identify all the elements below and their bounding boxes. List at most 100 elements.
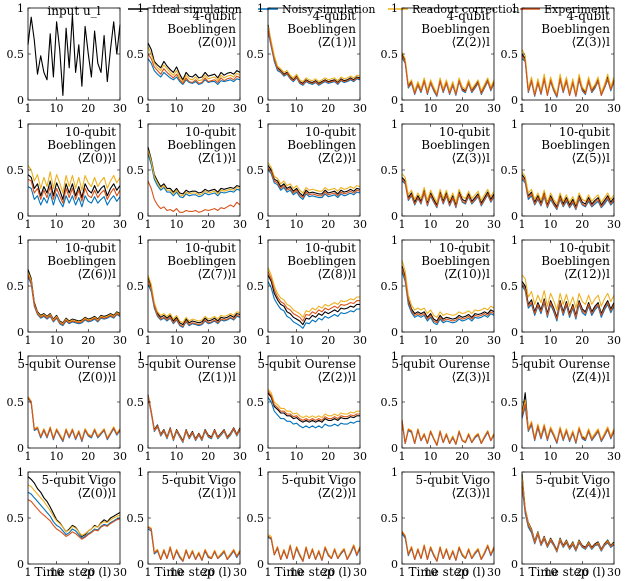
y-tick-label: 1 [137, 350, 144, 363]
y-tick-label: 1 [511, 466, 518, 479]
series-5v-0-0 [27, 476, 121, 537]
series-10b-1-2 [147, 149, 241, 197]
x-tick-label: 10 [424, 218, 438, 231]
series-10b-12-2 [521, 274, 615, 311]
panel-label-10b-0-1: Boeblingen [47, 138, 116, 152]
series-5v-2-3 [267, 535, 361, 562]
y-tick-label: 0 [17, 210, 24, 223]
legend-label-experiment: Experiment [544, 3, 610, 16]
x-tick-label: 10 [170, 334, 184, 347]
panel-label-10b-5-1: Boeblingen [541, 138, 610, 152]
x-tick-label: 1 [145, 566, 152, 579]
panel-label-10b-3-0: 10-qubit [439, 125, 490, 139]
panel-5v-3: 1 10 20 30 0 0.5 1 5-qubit Vigo⟨Z(3)⟩l [381, 466, 502, 579]
x-tick-label: 20 [321, 450, 335, 463]
series-5v-0-3 [27, 499, 121, 540]
x-tick-label: 30 [113, 102, 127, 115]
x-tick-label: 10 [544, 218, 558, 231]
x-tick-label: 1 [399, 102, 406, 115]
x-tick-label: 20 [455, 102, 469, 115]
y-tick-label: 0 [257, 94, 264, 107]
x-tick-label: 10 [544, 102, 558, 115]
x-tick-label: 20 [201, 566, 215, 579]
panel-label-input-0: input u_l [47, 4, 100, 18]
x-tick-label: 20 [455, 334, 469, 347]
y-tick-label: 0 [257, 442, 264, 455]
x-tick-label: 20 [81, 566, 95, 579]
panel-label-10b-2-2: ⟨Z(2)⟩l [317, 151, 356, 165]
x-axis-label-col-1: Time step (l) [35, 565, 112, 579]
series-10b-2-3 [267, 167, 361, 199]
x-tick-label: 10 [170, 450, 184, 463]
y-tick-label: 0 [257, 558, 264, 571]
series-10b-1-1 [147, 153, 241, 199]
series-5o-2-0 [267, 392, 360, 423]
x-tick-label: 30 [353, 218, 367, 231]
panel-label-10b-3-1: Boeblingen [421, 138, 490, 152]
x-tick-label: 10 [290, 102, 304, 115]
series-10b-7-1 [147, 283, 241, 328]
x-tick-label: 1 [265, 566, 272, 579]
y-tick-label: 1 [391, 2, 398, 15]
y-tick-label: 0 [17, 94, 24, 107]
panel-5v-2: 1 10 20 30 0 0.5 1 5-qubit Vigo⟨Z(2)⟩l [247, 466, 368, 579]
panel-label-10b-8-1: Boeblingen [287, 254, 356, 268]
x-tick-label: 10 [50, 566, 64, 579]
y-tick-label: 0 [391, 94, 398, 107]
x-tick-label: 10 [290, 566, 304, 579]
x-tick-label: 1 [25, 102, 32, 115]
panel-label-5v-4-0: 5-qubit Vigo [536, 473, 610, 487]
y-tick-label: 0 [17, 326, 24, 339]
series-10b-10-2 [401, 260, 495, 318]
y-tick-label: 1 [257, 234, 264, 247]
x-tick-label: 10 [50, 102, 64, 115]
panel-label-10b-6-1: Boeblingen [47, 254, 116, 268]
y-tick-label: 0.5 [381, 396, 399, 409]
panel-label-4b-0-2: ⟨Z(0)⟩l [197, 35, 236, 49]
x-tick-label: 1 [265, 102, 272, 115]
x-tick-label: 20 [575, 102, 589, 115]
x-tick-label: 20 [575, 566, 589, 579]
legend: Ideal simulation Noisy simulation Readou… [128, 3, 610, 16]
series-10b-3-2 [401, 173, 495, 203]
x-axis-label-col-2: Time step (l) [155, 565, 232, 579]
x-tick-label: 20 [321, 102, 335, 115]
panel-label-4b-1-1: Boeblingen [287, 22, 356, 36]
x-tick-label: 30 [607, 334, 621, 347]
x-tick-label: 30 [233, 450, 247, 463]
y-tick-label: 0.5 [501, 48, 519, 61]
x-tick-label: 10 [170, 218, 184, 231]
x-tick-label: 1 [399, 566, 406, 579]
y-tick-label: 0.5 [381, 164, 399, 177]
y-tick-label: 0 [391, 558, 398, 571]
y-tick-label: 0 [17, 558, 24, 571]
y-tick-label: 0.5 [7, 396, 25, 409]
panel-label-4b-3-2: ⟨Z(3)⟩l [571, 35, 610, 49]
series-10b-10-3 [401, 267, 495, 324]
panel-label-5v-0-0: 5-qubit Vigo [42, 473, 116, 487]
x-tick-label: 20 [321, 334, 335, 347]
panel-label-10b-1-1: Boeblingen [167, 138, 236, 152]
panel-label-5v-0-1: ⟨Z(0)⟩l [77, 486, 116, 500]
x-tick-label: 30 [233, 102, 247, 115]
series-10b-1-0 [147, 146, 241, 195]
y-tick-label: 0 [137, 94, 144, 107]
series-4b-2-3 [401, 55, 495, 96]
y-tick-label: 0.5 [381, 280, 399, 293]
series-10b-6-1 [27, 276, 121, 327]
panel-label-4b-0-0: 4-qubit [193, 9, 237, 23]
series-4b-1-2 [267, 26, 361, 83]
y-tick-label: 1 [511, 118, 518, 131]
y-tick-label: 0 [257, 210, 264, 223]
y-tick-label: 1 [391, 234, 398, 247]
panel-label-5o-1-1: ⟨Z(1)⟩l [197, 370, 236, 384]
series-10b-3-3 [401, 178, 495, 208]
y-tick-label: 1 [391, 466, 398, 479]
series-10b-7-2 [147, 274, 241, 324]
series-10b-3-0 [401, 177, 495, 206]
x-axis-label-col-3: Time step (l) [275, 565, 352, 579]
x-tick-label: 20 [321, 218, 335, 231]
